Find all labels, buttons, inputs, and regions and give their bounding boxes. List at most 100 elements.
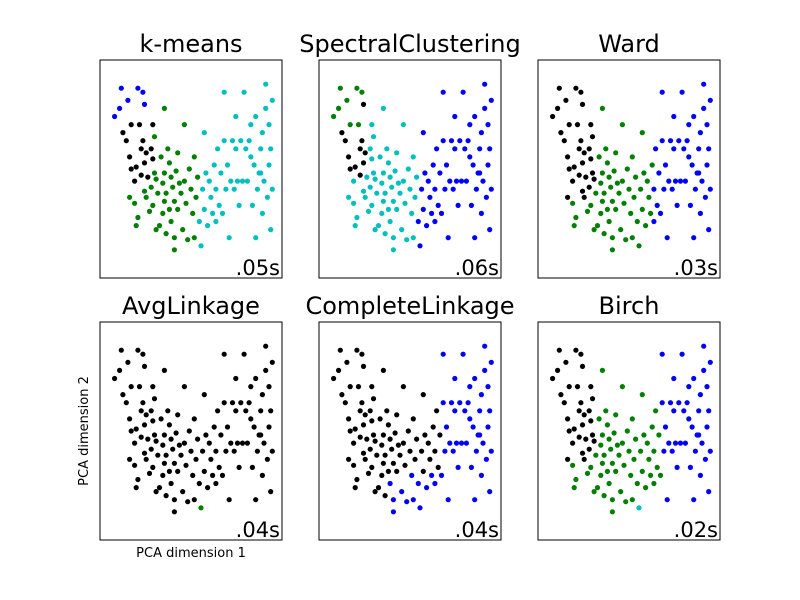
- data-point: [455, 202, 461, 208]
- data-point: [589, 134, 596, 140]
- data-point: [266, 384, 272, 390]
- data-point: [550, 375, 556, 382]
- data-point: [191, 154, 197, 160]
- data-point: [224, 162, 231, 168]
- data-point: [351, 440, 357, 446]
- data-point: [390, 235, 396, 241]
- data-point: [125, 359, 131, 365]
- data-point: [440, 89, 446, 95]
- data-point: [112, 113, 118, 120]
- data-point: [133, 426, 139, 432]
- data-point: [653, 408, 659, 414]
- data-point: [210, 210, 216, 216]
- data-point: [351, 178, 357, 184]
- data-point: [488, 97, 494, 103]
- data-point: [145, 436, 151, 442]
- timing-label: .02s: [674, 518, 718, 542]
- data-point: [485, 424, 491, 430]
- data-point: [692, 186, 699, 192]
- data-point: [367, 446, 373, 452]
- data-point: [233, 146, 239, 152]
- data-point: [365, 208, 372, 214]
- data-point: [586, 146, 592, 152]
- data-point: [704, 162, 710, 168]
- data-point: [666, 440, 672, 446]
- data-point: [442, 186, 448, 192]
- data-point: [370, 170, 377, 176]
- data-point: [392, 168, 398, 174]
- x-axis-label: PCA dimension 1: [136, 546, 246, 561]
- data-point: [219, 210, 226, 216]
- data-point: [573, 85, 579, 91]
- data-point: [684, 138, 690, 144]
- data-point: [140, 89, 146, 95]
- data-point: [244, 178, 250, 184]
- data-point: [375, 223, 382, 229]
- data-point: [248, 154, 254, 160]
- data-point: [336, 105, 342, 111]
- data-point: [579, 160, 586, 166]
- data-point: [346, 194, 352, 200]
- data-point: [566, 166, 572, 172]
- data-point: [576, 172, 582, 178]
- data-point: [166, 422, 172, 428]
- data-point: [180, 489, 186, 495]
- data-point: [148, 446, 154, 452]
- data-point: [352, 164, 358, 170]
- data-point: [410, 154, 416, 160]
- data-point: [701, 343, 707, 349]
- data-point: [633, 436, 639, 442]
- data-point: [352, 223, 358, 229]
- data-point: [387, 218, 393, 225]
- data-point: [478, 472, 484, 478]
- data-point: [160, 442, 166, 448]
- data-point: [697, 210, 704, 216]
- data-point: [566, 122, 572, 128]
- data-point: [125, 97, 131, 103]
- data-point: [357, 146, 363, 152]
- data-point: [241, 89, 247, 95]
- data-point: [208, 456, 214, 462]
- data-point: [380, 170, 386, 176]
- axes-frame: [99, 59, 283, 279]
- data-point: [677, 440, 684, 446]
- data-point: [581, 150, 587, 156]
- data-point: [629, 416, 635, 422]
- data-point: [141, 363, 148, 369]
- data-point: [168, 436, 174, 442]
- axes-frame: [318, 321, 502, 541]
- data-point: [576, 408, 582, 414]
- data-point: [231, 186, 237, 192]
- data-point: [565, 154, 571, 160]
- data-point: [434, 146, 440, 152]
- data-point: [183, 200, 189, 206]
- data-point: [609, 198, 616, 204]
- data-point: [470, 424, 476, 430]
- data-point: [405, 166, 411, 172]
- data-point: [437, 432, 443, 438]
- data-point: [248, 384, 254, 390]
- data-point: [367, 146, 373, 152]
- timing-label: .06s: [455, 256, 499, 280]
- data-point: [443, 162, 450, 168]
- data-point: [429, 210, 435, 216]
- data-point: [263, 367, 269, 373]
- data-point: [452, 113, 458, 120]
- data-point: [196, 480, 202, 487]
- data-point: [671, 375, 677, 382]
- data-point: [614, 180, 621, 186]
- data-point: [173, 168, 179, 174]
- data-point: [188, 448, 194, 454]
- data-point: [672, 178, 679, 184]
- data-point: [211, 162, 217, 168]
- data-point: [629, 497, 635, 503]
- data-point: [218, 432, 224, 438]
- data-point: [478, 130, 484, 136]
- data-point: [236, 464, 242, 470]
- data-point: [166, 206, 172, 212]
- data-point: [477, 408, 483, 414]
- data-point: [201, 392, 207, 398]
- data-point: [571, 164, 577, 170]
- data-point: [639, 130, 645, 136]
